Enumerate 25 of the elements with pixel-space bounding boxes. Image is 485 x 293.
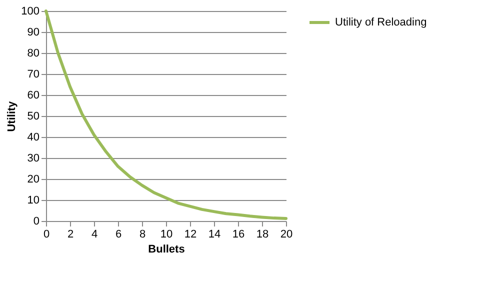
x-tick-label: 20 [280,228,293,240]
y-tick-label: 40 [27,132,40,144]
y-tick-label: 70 [27,68,40,80]
y-tick-label: 50 [27,110,40,122]
x-tick-label: 12 [184,228,197,240]
x-tick-label: 10 [160,228,173,240]
y-tick-label: 90 [27,26,40,38]
y-tick-label: 30 [27,152,40,164]
y-tick-label: 100 [21,6,40,18]
x-axis-title: Bullets [148,244,185,256]
legend-label: Utility of Reloading [335,16,427,28]
y-tick-label: 20 [27,174,40,186]
x-tick-label: 6 [115,228,122,240]
y-axis-title: Utility [6,100,18,132]
x-tick-label: 14 [208,228,221,240]
x-tick-label: 16 [232,228,245,240]
x-tick-label: 8 [139,228,146,240]
x-tick-label: 0 [43,228,50,240]
y-tick-label: 10 [27,194,40,206]
x-tick-label: 4 [91,228,98,240]
x-tick-label: 2 [67,228,74,240]
y-tick-label: 0 [33,216,40,228]
y-tick-label: 80 [27,48,40,60]
x-tick-label: 18 [256,228,269,240]
y-tick-label: 60 [27,90,40,102]
